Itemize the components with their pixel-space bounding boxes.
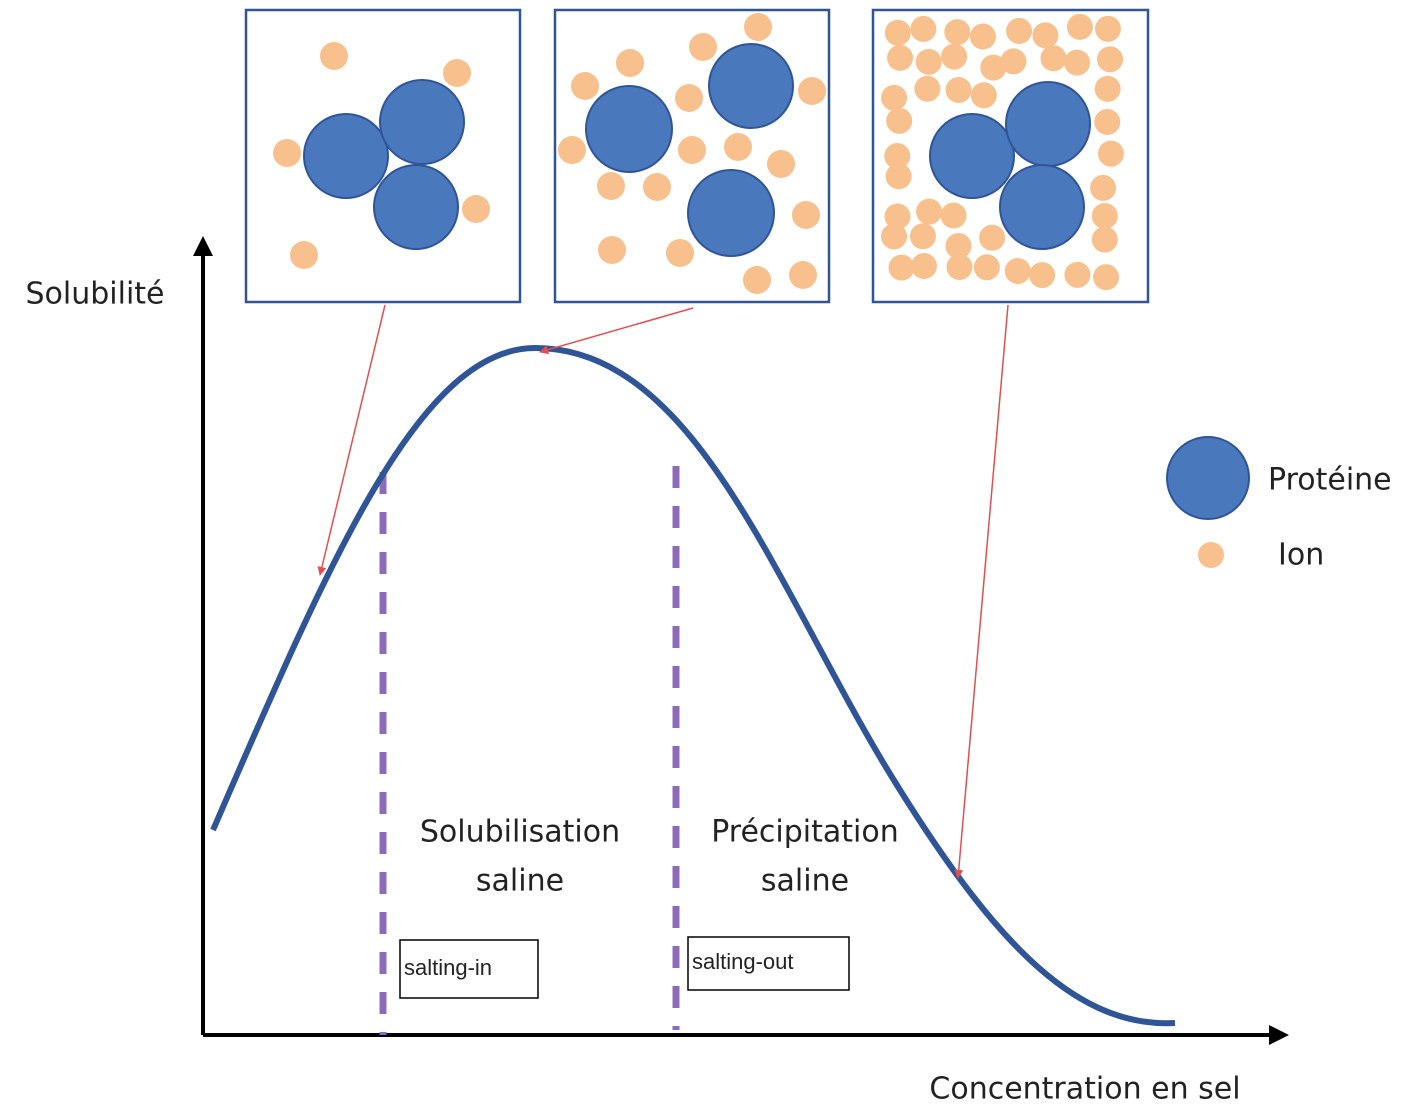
region-label: saline: [761, 864, 849, 899]
ion: [885, 20, 911, 46]
ion: [979, 225, 1005, 251]
ion: [1094, 109, 1120, 135]
x-axis-label: Concentration en sel: [929, 1072, 1240, 1107]
ion: [916, 49, 942, 75]
ion: [881, 223, 907, 249]
ion: [941, 44, 967, 70]
solubility-curve: [213, 348, 1175, 1023]
ion: [1092, 227, 1118, 253]
ion: [1095, 76, 1121, 102]
ion: [1040, 45, 1066, 71]
tag: salting-out: [692, 949, 794, 974]
ion: [1006, 18, 1032, 44]
ion: [887, 45, 913, 71]
ion: [910, 16, 936, 42]
ion: [1029, 262, 1055, 288]
ion: [1090, 175, 1116, 201]
ion: [1098, 141, 1124, 167]
ion: [911, 253, 937, 279]
region-label: Solubilisation: [420, 815, 620, 850]
ion: [1093, 264, 1119, 290]
ion: [1064, 262, 1090, 288]
ion: [914, 76, 940, 102]
ion: [946, 254, 972, 280]
ion: [971, 82, 997, 108]
ion: [1000, 48, 1026, 74]
region-label: Précipitation: [711, 815, 899, 850]
ion: [1064, 50, 1090, 76]
legend-protein: [1167, 437, 1249, 519]
ion: [888, 255, 914, 281]
region-label: saline: [476, 864, 564, 899]
ion: [886, 163, 912, 189]
ion: [881, 85, 907, 111]
ion: [1032, 22, 1058, 48]
ion: [1067, 14, 1093, 40]
legend-ion: [1198, 542, 1224, 568]
ion: [1092, 203, 1118, 229]
ion: [941, 203, 967, 229]
ion: [886, 108, 912, 134]
y-axis-label: Solubilité: [25, 277, 164, 312]
tag: salting-in: [404, 955, 492, 980]
ion: [1097, 46, 1123, 72]
legend-label: Protéine: [1268, 463, 1392, 498]
ion: [946, 77, 972, 103]
ion: [916, 199, 942, 225]
ion: [1095, 16, 1121, 42]
ion: [1005, 258, 1031, 284]
ion: [910, 223, 936, 249]
ion: [944, 19, 970, 45]
ion: [974, 254, 1000, 280]
diagram: Solubilité Concentration en sel Solubili…: [0, 0, 1411, 1109]
panels: [246, 10, 1148, 302]
ion: [970, 24, 996, 50]
legend-label: Ion: [1278, 538, 1324, 573]
